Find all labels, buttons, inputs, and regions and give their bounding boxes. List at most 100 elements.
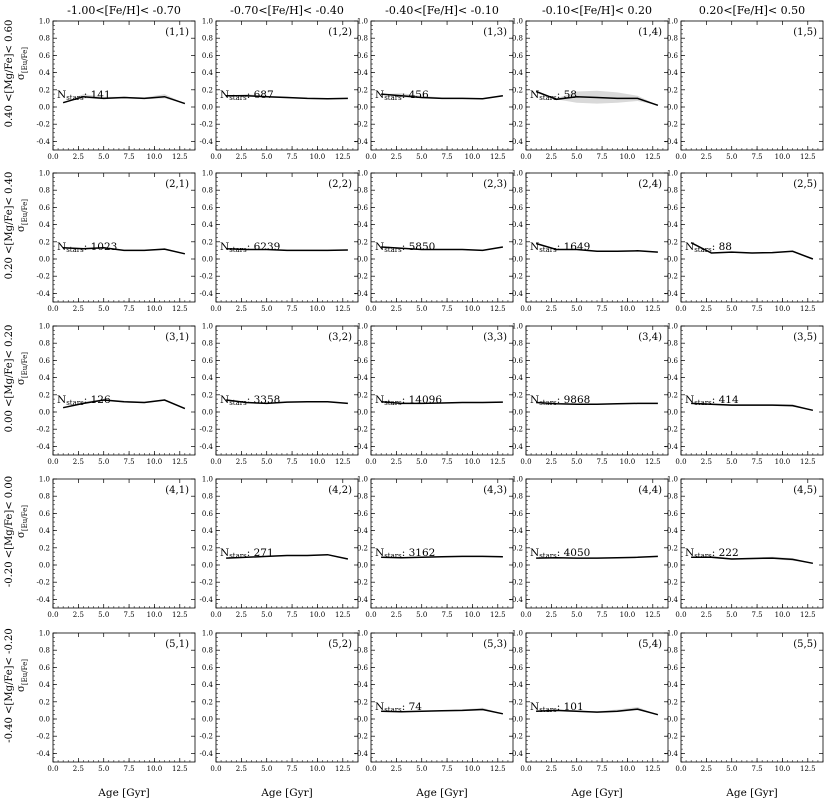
y-tick-label: 1.0 [39,170,50,178]
sigma-label: σ[Eu/Fe] [16,659,29,692]
x-tick-label: 12.5 [490,305,506,313]
y-tick-label: 0.2 [512,238,523,246]
y-tick-label: -0.4 [665,138,679,146]
y-tick-label: -0.2 [510,121,524,129]
x-tick-label: 7.5 [442,611,453,619]
panel-label: (3,5) [793,332,817,343]
panel-label: (4,1) [165,485,189,496]
panel-label: (5,2) [328,639,352,650]
y-tick-label: 0.6 [667,357,679,365]
x-tick-label: 5.0 [726,458,737,466]
series-line [535,242,658,253]
y-tick-label: 1.0 [357,476,368,484]
nstars-subscript: stars [229,552,247,560]
x-tick-label: 12.5 [490,611,506,619]
y-tick-label: 0.2 [202,238,213,246]
y-tick-label: 0.6 [667,664,679,672]
x-tick-label: 2.5 [73,458,84,466]
x-tick-label: 10.0 [775,305,791,313]
y-tick-label: 0.4 [202,374,214,382]
panel-2-2: 0.0 2.5 5.0 7.5 10.0 12.5 -0.4 -0.2 0.0 0.2 0.4 0.6… [200,170,359,313]
x-tick-label: 10.0 [147,765,163,773]
x-tick-label: 10.0 [465,765,481,773]
x-tick-label: 7.5 [287,305,298,313]
x-tick-label: 10.0 [465,153,481,161]
y-tick-label: 0.0 [202,716,213,724]
nstars-prefix: N [530,547,539,559]
y-tick-label: 1.0 [357,323,368,331]
y-tick-label: -0.2 [37,121,51,129]
x-tick-label: 0.0 [675,765,686,773]
y-tick-label: 1.0 [202,323,213,331]
panel-3-2: 0.0 2.5 5.0 7.5 10.0 12.5 -0.4 -0.2 0.0 0.2 0.4 0.6… [200,323,359,466]
y-tick-label: 0.6 [512,510,524,518]
sigma-subscript: [Eu/Fe] [21,659,29,685]
y-tick-label: 0.4 [667,69,679,77]
x-tick-label: 12.5 [335,765,351,773]
x-tick-label: 10.0 [465,611,481,619]
x-tick-label: 2.5 [391,458,402,466]
y-tick-label: 0.0 [512,256,523,264]
y-tick-label: 0.0 [357,562,368,570]
nstars-value: : 14096 [402,394,443,406]
series-line [536,708,659,716]
y-tick-label: 0.2 [39,698,50,706]
nstars-subscript: stars [384,246,402,254]
sigma-label: σ[Eu/Fe] [16,352,29,385]
panel-frame [680,632,824,763]
panel-label: (3,1) [165,332,189,343]
y-tick-label: 0.2 [667,86,678,94]
series-line [536,401,658,406]
panel-label: (4,5) [793,485,817,496]
y-tick-label: -0.4 [665,750,679,758]
y-tick-label: -0.4 [37,443,51,451]
y-tick-label: -0.2 [510,426,524,434]
y-tick-label: 0.6 [357,204,369,212]
x-tick-label: 7.5 [597,305,608,313]
y-tick-label: 0.8 [512,493,523,501]
panel-frame [370,325,514,456]
panel-4-3: 0.0 2.5 5.0 7.5 10.0 12.5 -0.4 -0.2 0.0 0.2 0.4 0.6… [355,476,514,619]
y-tick-label: 0.6 [202,664,214,672]
x-tick-label: 5.0 [416,458,427,466]
x-tick-label: 0.0 [47,305,58,313]
x-tick-label: 7.5 [752,458,763,466]
y-tick-label: -0.2 [355,273,369,281]
x-tick-label: 2.5 [546,765,557,773]
x-tick-label: 5.0 [98,153,109,161]
x-tick-label: 7.5 [287,153,298,161]
y-tick-label: 0.4 [202,527,214,535]
y-tick-label: 0.4 [667,681,679,689]
y-tick-label: 0.6 [357,52,369,60]
y-tick-label: 1.0 [667,476,678,484]
panel-1-5: 0.0 2.5 5.0 7.5 10.0 12.5 -0.4 -0.2 0.0 0.2 0.4 0.6… [665,18,824,161]
y-tick-label: 0.8 [39,647,50,655]
nstars-value: : 6239 [247,241,281,253]
panel-4-4: 0.0 2.5 5.0 7.5 10.0 12.5 -0.4 -0.2 0.0 0.2 0.4 0.6… [510,476,669,619]
y-tick-label: 0.4 [39,374,51,382]
x-tick-label: 5.0 [416,305,427,313]
y-tick-label: -0.2 [355,733,369,741]
x-tick-label: 12.5 [335,305,351,313]
y-tick-label: 1.0 [202,170,213,178]
x-tick-label: 2.5 [701,153,712,161]
y-tick-label: 1.0 [667,323,678,331]
x-tick-label: 12.5 [800,153,816,161]
panel-frame [370,20,514,151]
y-tick-label: 0.4 [667,374,679,382]
y-tick-label: 0.4 [202,681,214,689]
y-tick-label: 0.2 [202,698,213,706]
x-tick-label: 12.5 [645,611,661,619]
x-tick-label: 7.5 [752,153,763,161]
nstars-subscript: stars [539,246,557,254]
nstars-value: : 414 [712,394,739,406]
x-tick-label: 5.0 [261,458,272,466]
panel-5-4: 0.0 2.5 5.0 7.5 10.0 12.5 -0.4 -0.2 0.0 0.2 0.4 0.6… [510,630,669,773]
x-tick-label: 0.0 [675,153,686,161]
panel-2-5: 0.0 2.5 5.0 7.5 10.0 12.5 -0.4 -0.2 0.0 0.2 0.4 0.6… [665,170,824,313]
panel-frame [525,20,669,151]
panel-frame [52,478,196,609]
y-tick-label: 0.8 [357,340,368,348]
y-tick-label: 0.6 [202,52,214,60]
x-tick-label: 10.0 [310,611,326,619]
